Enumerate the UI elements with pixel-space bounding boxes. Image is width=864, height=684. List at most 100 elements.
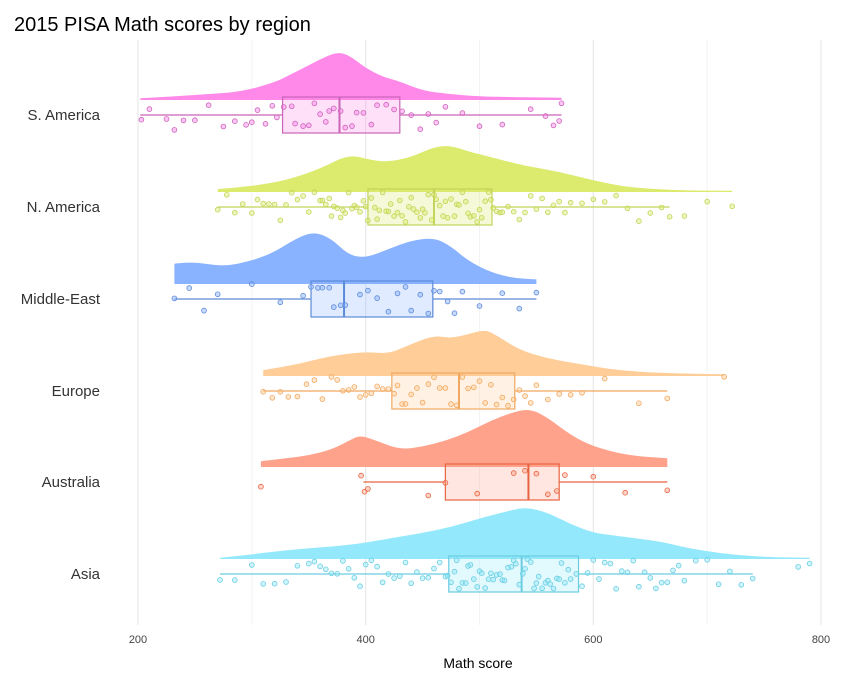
point-n-america-37 [376, 207, 383, 214]
point-asia-69 [550, 585, 557, 592]
point-europe-8 [328, 374, 335, 380]
point-asia-44 [478, 570, 485, 576]
point-n-america-22 [334, 205, 341, 211]
point-n-america-104 [729, 203, 735, 210]
point-s-america-10 [249, 119, 255, 125]
point-europe-43 [522, 393, 528, 399]
point-n-america-50 [414, 209, 420, 216]
point-middle-east-9 [319, 284, 326, 291]
raincloud-middle-east [171, 233, 540, 318]
point-n-america-0 [214, 206, 221, 213]
point-europe-13 [357, 394, 363, 400]
point-n-america-86 [533, 206, 540, 212]
point-n-america-74 [482, 198, 489, 205]
x-tick-label-800: 800 [812, 634, 830, 646]
point-australia-3 [365, 486, 371, 492]
point-asia-23 [396, 573, 403, 579]
point-europe-2 [277, 388, 284, 395]
points-australia [258, 467, 671, 499]
point-middle-east-0 [171, 295, 178, 302]
point-australia-6 [474, 490, 481, 497]
point-n-america-72 [476, 206, 483, 213]
points-n-america [214, 189, 735, 225]
point-europe-27 [431, 374, 437, 381]
x-tick-label-400: 400 [356, 634, 374, 646]
point-europe-52 [664, 395, 671, 402]
point-middle-east-5 [277, 299, 284, 306]
point-s-america-43 [527, 106, 534, 112]
point-n-america-19 [326, 195, 333, 202]
point-asia-47 [488, 570, 494, 577]
point-europe-14 [362, 391, 369, 398]
point-asia-76 [573, 571, 580, 577]
point-europe-53 [721, 373, 727, 380]
point-n-america-84 [522, 209, 528, 216]
point-asia-56 [513, 560, 519, 567]
point-asia-29 [431, 565, 437, 572]
point-n-america-14 [305, 209, 312, 215]
point-europe-15 [368, 390, 375, 397]
point-asia-78 [584, 570, 591, 576]
point-middle-east-14 [357, 291, 363, 298]
point-n-america-82 [510, 208, 517, 215]
point-middle-east-16 [374, 295, 380, 301]
point-asia-33 [448, 579, 454, 586]
point-s-america-4 [180, 117, 187, 124]
point-n-america-85 [527, 193, 534, 199]
x-axis-ticks: 200 400 600 800 [129, 634, 830, 646]
point-asia-90 [653, 585, 659, 592]
point-europe-42 [516, 387, 523, 393]
point-australia-12 [562, 472, 568, 478]
point-asia-14 [345, 565, 352, 572]
point-middle-east-24 [436, 288, 443, 295]
point-asia-81 [601, 559, 608, 566]
point-s-america-8 [232, 118, 238, 124]
point-asia-25 [408, 580, 415, 587]
point-europe-34 [470, 384, 477, 391]
point-asia-41 [470, 576, 477, 582]
point-asia-58 [519, 570, 526, 577]
point-middle-east-22 [425, 310, 432, 317]
point-australia-11 [554, 488, 560, 494]
point-s-america-3 [171, 127, 178, 133]
point-n-america-87 [539, 195, 545, 202]
point-europe-24 [414, 385, 420, 391]
point-asia-100 [738, 581, 745, 588]
point-n-america-76 [488, 196, 494, 203]
point-asia-102 [795, 564, 801, 570]
point-n-america-12 [294, 196, 301, 203]
point-europe-33 [465, 385, 471, 392]
raincloud-europe [260, 330, 727, 410]
density-cloud-middle-east [174, 233, 537, 284]
point-s-america-2 [163, 116, 170, 122]
point-asia-5 [283, 579, 289, 585]
point-n-america-103 [704, 198, 710, 205]
point-s-america-31 [374, 102, 380, 108]
point-middle-east-17 [385, 308, 392, 315]
point-asia-72 [558, 560, 565, 566]
point-asia-91 [658, 579, 665, 586]
point-asia-77 [579, 583, 585, 589]
raincloud-n-america [214, 146, 735, 226]
point-asia-73 [562, 579, 568, 586]
point-australia-5 [442, 479, 449, 486]
point-s-america-14 [274, 114, 280, 121]
point-n-america-31 [360, 198, 367, 204]
point-middle-east-8 [315, 285, 321, 291]
point-s-america-13 [269, 103, 276, 109]
point-s-america-7 [220, 123, 227, 130]
point-asia-19 [374, 563, 380, 570]
point-australia-7 [510, 470, 517, 476]
point-asia-9 [317, 563, 323, 570]
point-n-america-47 [406, 204, 412, 210]
point-europe-48 [567, 391, 574, 398]
point-asia-68 [547, 581, 553, 587]
point-europe-3 [285, 394, 292, 400]
point-europe-7 [319, 396, 326, 402]
point-asia-52 [501, 577, 508, 584]
point-s-america-25 [337, 108, 344, 114]
point-s-america-16 [288, 103, 295, 110]
point-asia-60 [524, 556, 531, 562]
point-europe-9 [334, 377, 341, 383]
box-s-america [281, 96, 401, 134]
